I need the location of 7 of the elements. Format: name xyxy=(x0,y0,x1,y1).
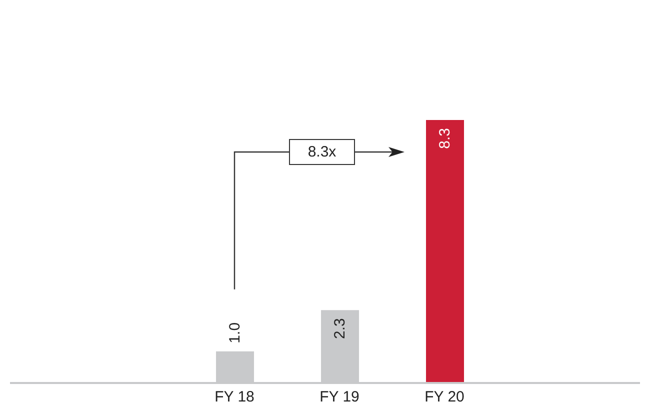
x-tick-label: FY 18 xyxy=(214,388,254,406)
x-tick-label: FY 19 xyxy=(320,388,360,406)
annotation: 8.3x xyxy=(308,144,337,160)
data-label: 1.0 xyxy=(226,322,244,344)
data-label: 8.3 xyxy=(436,128,454,149)
data-label: 2.3 xyxy=(332,318,348,339)
x-tick-label: FY 20 xyxy=(424,388,464,406)
